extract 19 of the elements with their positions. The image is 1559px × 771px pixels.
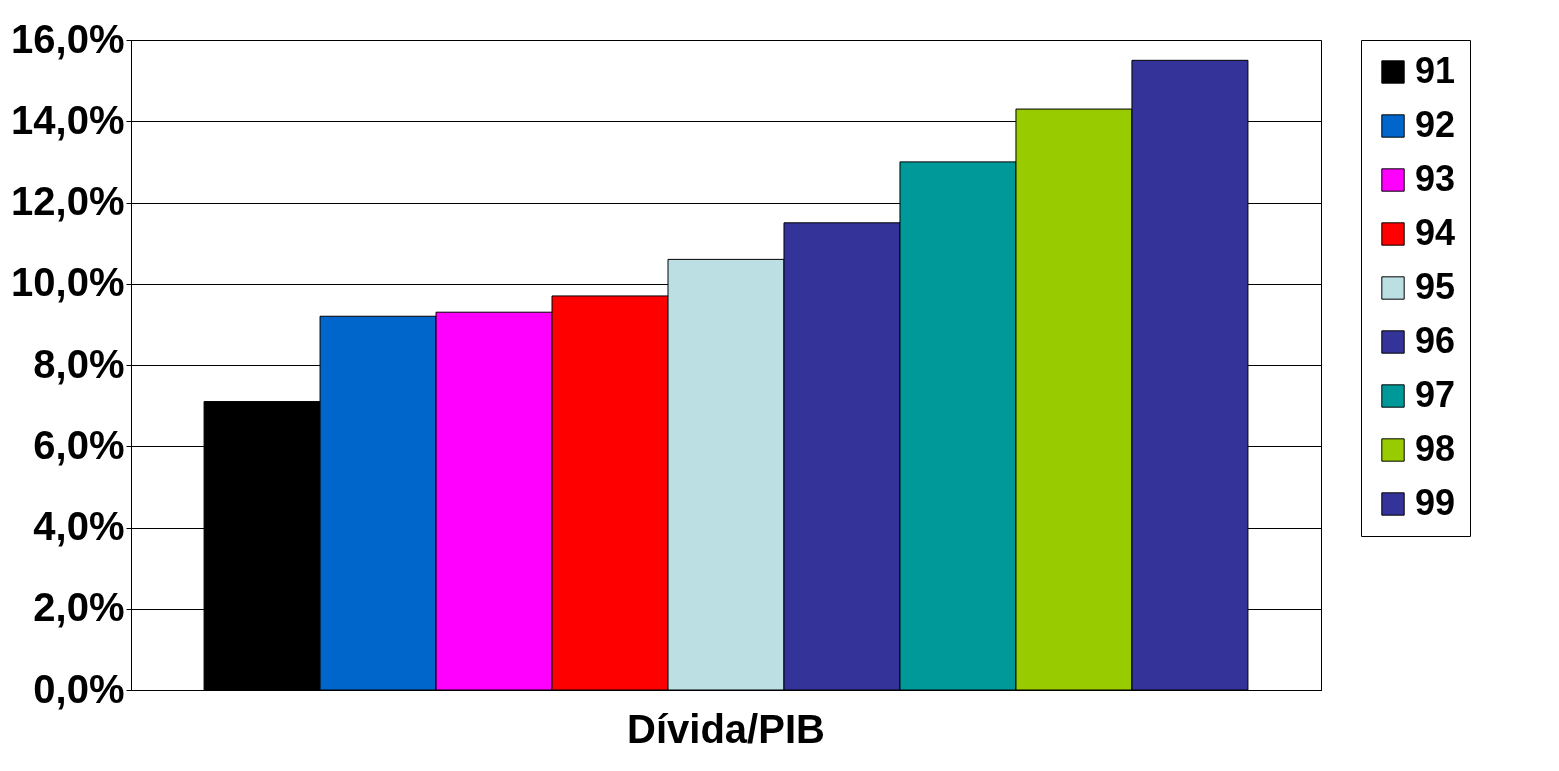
- y-tick-label: 8,0%: [33, 341, 125, 386]
- legend-label: 92: [1415, 104, 1456, 145]
- legend-label: 99: [1415, 482, 1456, 523]
- y-tick-label: 0,0%: [33, 666, 125, 711]
- legend-label: 91: [1415, 50, 1456, 91]
- legend-label: 98: [1415, 428, 1456, 469]
- y-tick-label: 14,0%: [11, 97, 125, 142]
- y-tick-label: 6,0%: [33, 422, 125, 467]
- legend-label: 95: [1415, 266, 1456, 307]
- y-tick-label: 4,0%: [33, 504, 125, 548]
- legend-label: 97: [1415, 374, 1456, 415]
- x-tick-label: Dívida/PIB: [627, 706, 825, 751]
- y-tick-label: 2,0%: [33, 585, 125, 630]
- legend-label: 96: [1415, 320, 1456, 361]
- legend-label: 93: [1415, 158, 1456, 199]
- y-tick-label: 16,0%: [11, 16, 125, 61]
- y-tick-label: 10,0%: [11, 260, 125, 305]
- legend-label: 94: [1415, 212, 1456, 253]
- y-tick-label: 12,0%: [11, 179, 125, 223]
